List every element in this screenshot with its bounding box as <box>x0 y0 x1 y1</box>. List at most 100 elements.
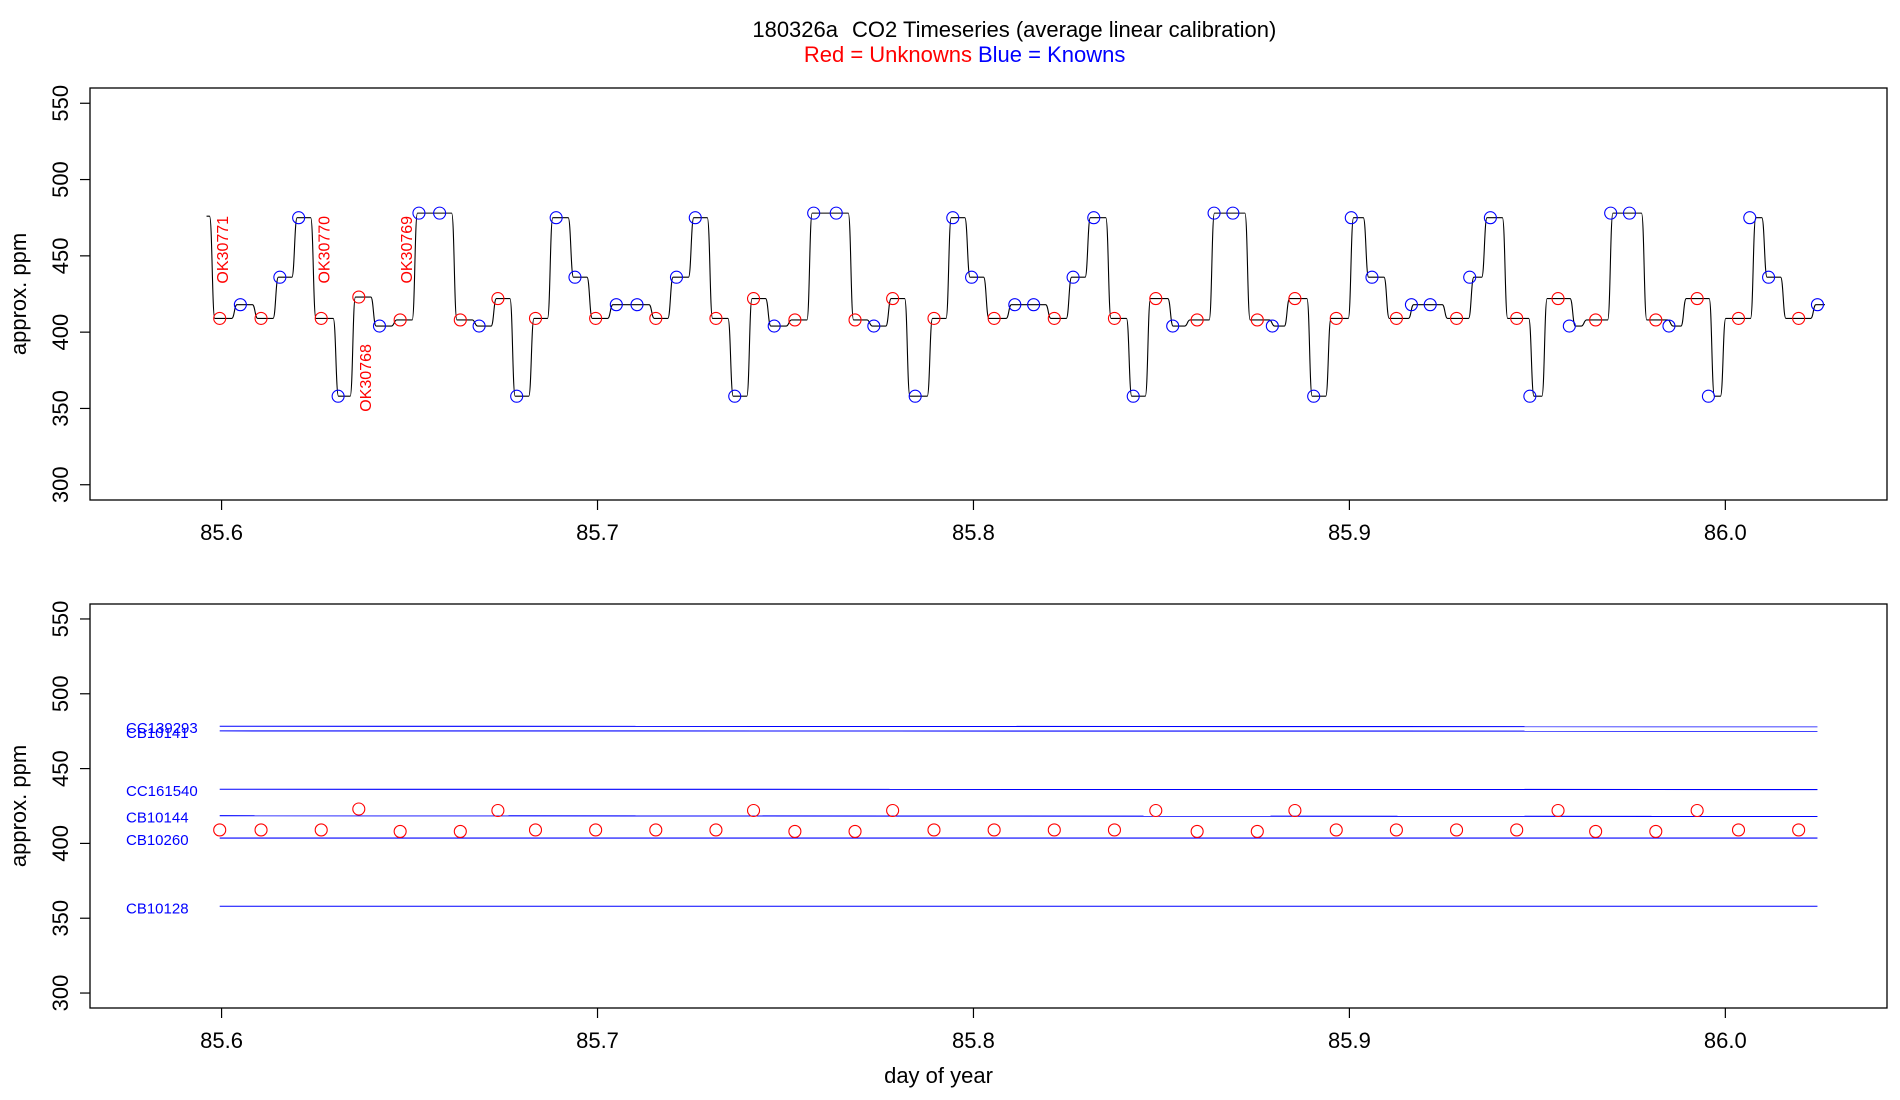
unknown-point <box>1250 824 1264 838</box>
y-tick-label: 450 <box>48 750 73 787</box>
known-point <box>1404 298 1418 312</box>
known-point <box>1365 270 1379 284</box>
unknown-point <box>927 311 941 325</box>
x-tick-label: 85.9 <box>1328 520 1371 545</box>
unknown-point <box>1649 313 1663 327</box>
known-point <box>908 389 922 403</box>
x-tick-label: 85.7 <box>576 520 619 545</box>
y-tick-label: 500 <box>48 161 73 198</box>
y-tick-label: 300 <box>48 975 73 1012</box>
standard-label: CB10128 <box>126 900 189 917</box>
x-tick-label: 85.6 <box>200 520 243 545</box>
unknown-point <box>1731 823 1746 837</box>
unknown-point <box>1589 824 1603 838</box>
unknown-point <box>1389 311 1403 325</box>
known-point <box>1483 211 1497 225</box>
y-tick-label: 550 <box>48 601 73 638</box>
standard-label: CB10260 <box>126 832 189 849</box>
unknown-point <box>254 311 268 325</box>
y-tick-label: 300 <box>48 466 73 503</box>
standard-label: CC139293 <box>126 720 198 737</box>
unknown-point <box>1510 311 1524 325</box>
known-point <box>472 319 486 333</box>
unknown-point <box>788 824 802 838</box>
unknown-point <box>352 802 366 816</box>
unknown-point <box>589 823 603 837</box>
known-point <box>1027 298 1041 312</box>
unknown-point <box>1329 823 1343 837</box>
unknown-point <box>314 311 328 325</box>
sample-annotation: OK30770 <box>316 216 333 284</box>
unknown-point <box>1589 313 1603 327</box>
unknown-point <box>352 290 366 304</box>
unknown-point <box>453 824 467 838</box>
unknown-point <box>589 311 603 325</box>
sample-annotation: OK30771 <box>215 216 232 284</box>
unknown-point <box>709 311 723 325</box>
unknown-point <box>1190 313 1204 327</box>
unknown-point <box>254 823 268 837</box>
known-point <box>609 298 623 312</box>
standard-label: CB10141 <box>126 725 189 742</box>
known-point <box>1622 206 1637 220</box>
unknown-point <box>746 292 761 306</box>
unknown-point <box>987 823 1001 837</box>
known-point <box>433 206 447 220</box>
known-point <box>1008 298 1022 312</box>
known-point <box>1207 206 1221 220</box>
unknown-point <box>1449 823 1464 837</box>
known-point <box>1423 298 1437 312</box>
y-axis-label: approx. ppm <box>6 233 31 355</box>
standard-label: CB10144 <box>126 810 189 827</box>
unknown-point <box>213 311 227 325</box>
figure-title: CO2 Timeseries (average linear calibrati… <box>852 17 1276 42</box>
unknown-point <box>1792 823 1806 837</box>
known-point <box>1307 389 1321 403</box>
known-point <box>1762 270 1776 284</box>
y-tick-label: 350 <box>48 390 73 427</box>
unknown-point <box>393 824 407 838</box>
x-tick-label: 86.0 <box>1704 520 1747 545</box>
y-tick-label: 400 <box>48 825 73 862</box>
unknown-point <box>746 803 761 818</box>
unknown-point <box>709 823 723 837</box>
known-point <box>233 298 247 312</box>
known-point <box>669 270 684 284</box>
unknown-point <box>1250 313 1264 327</box>
unknown-point <box>886 803 900 818</box>
run-id: 180326a <box>752 17 838 42</box>
unknown-point <box>1510 823 1524 837</box>
y-tick-label: 500 <box>48 675 73 712</box>
known-point <box>510 389 524 403</box>
unknown-point <box>927 823 941 837</box>
unknown-point <box>649 823 663 837</box>
known-point <box>412 206 426 220</box>
unknown-point <box>453 313 467 327</box>
standard-reference-line <box>219 815 1818 818</box>
known-point <box>728 389 742 403</box>
plot-frame <box>89 603 1888 1009</box>
unknown-point <box>1389 823 1403 837</box>
known-point <box>372 319 387 333</box>
known-point <box>767 319 781 333</box>
unknown-point <box>848 824 862 838</box>
unknown-point <box>1551 292 1565 306</box>
known-point <box>1562 319 1576 333</box>
known-point <box>1265 319 1279 333</box>
unknown-point <box>528 823 543 837</box>
unknown-point <box>1288 803 1302 818</box>
figure-header: 180326a CO2 Timeseries (average linear c… <box>752 17 1276 67</box>
known-point <box>1701 389 1715 403</box>
known-point <box>273 270 287 284</box>
unknown-point <box>1329 311 1343 325</box>
known-point <box>1087 211 1101 225</box>
unknown-point <box>1149 292 1163 306</box>
unknown-point <box>1551 803 1565 818</box>
legend-unknowns: Red = Unknowns <box>804 42 972 67</box>
known-point <box>1662 319 1676 333</box>
unknown-point <box>987 311 1001 325</box>
known-point <box>946 211 960 225</box>
known-point <box>630 298 644 312</box>
unknown-point <box>491 292 505 306</box>
known-point <box>549 211 563 225</box>
